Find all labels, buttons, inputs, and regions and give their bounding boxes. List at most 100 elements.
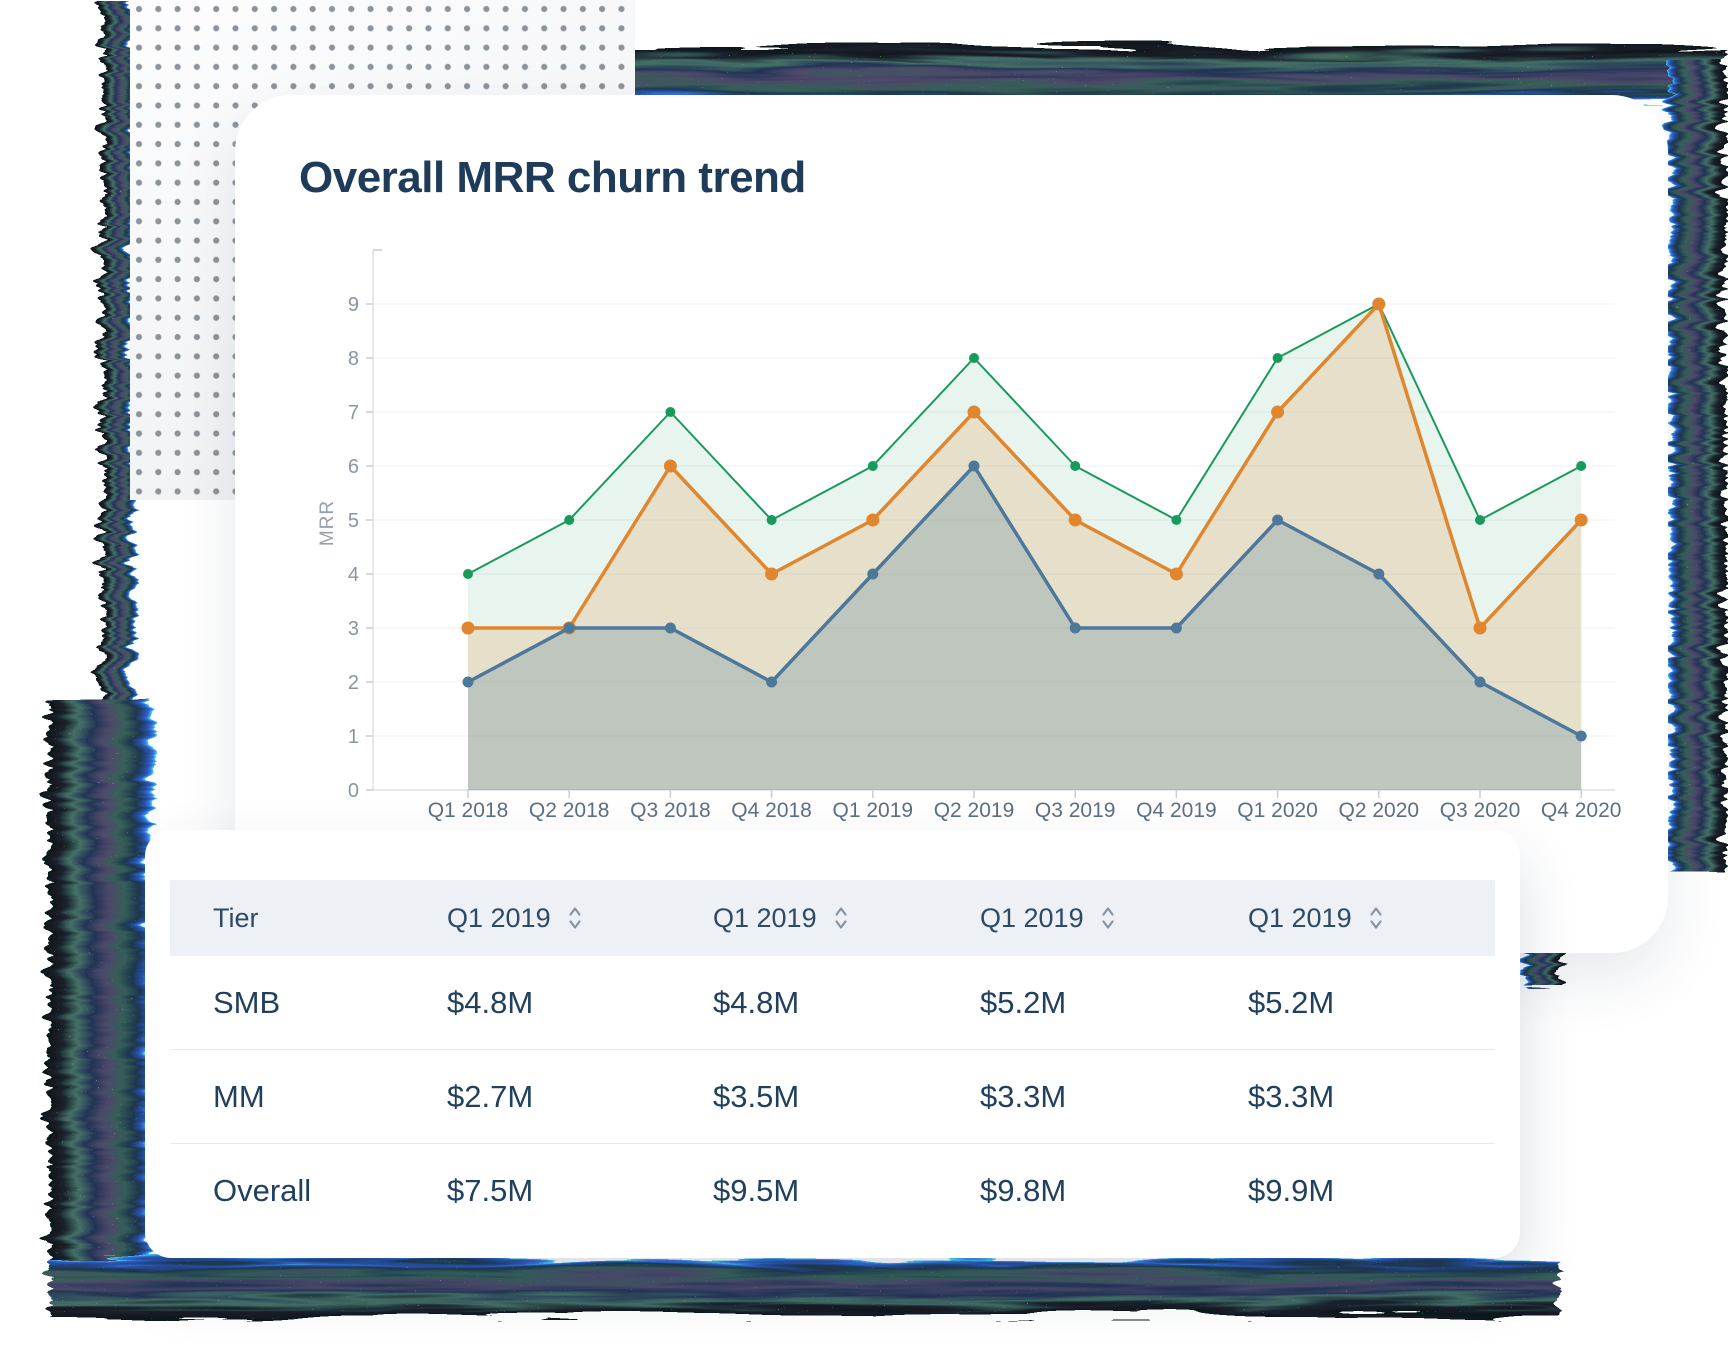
sort-button[interactable]: [1100, 903, 1116, 933]
orange-series-point: [1372, 297, 1386, 311]
x-tick-label: Q4 2020: [1541, 799, 1622, 822]
value-cell: $5.2M: [1248, 984, 1335, 1020]
green-series-point: [665, 407, 676, 417]
orange-series-point: [461, 621, 475, 635]
blue-series-point: [1069, 622, 1081, 634]
sort-chevrons-icon: [1369, 907, 1382, 929]
value-cell: $3.3M: [1248, 1078, 1335, 1114]
tier-label: MM: [213, 1078, 265, 1114]
orange-series-point: [765, 567, 779, 581]
y-tick-label: 1: [348, 726, 359, 748]
blue-series-point: [1575, 730, 1587, 742]
green-series-point: [766, 515, 777, 525]
column-header-label: Q1 2019: [1248, 902, 1352, 933]
glitch-band-right: [1664, 56, 1718, 866]
green-series-point: [1272, 353, 1283, 363]
orange-series-point: [1473, 621, 1487, 635]
orange-series-point: [1068, 513, 1082, 527]
orange-series-line: [466, 302, 1583, 630]
x-tick-label: Q2 2020: [1339, 799, 1420, 822]
green-series-point: [1576, 461, 1587, 471]
green-series-point: [867, 461, 878, 471]
tier-label: SMB: [213, 984, 281, 1020]
sort-button[interactable]: [833, 903, 849, 933]
x-tick-label: Q3 2020: [1440, 799, 1521, 822]
glitch-blob-left: [42, 695, 146, 1307]
column-header-label: Tier: [213, 902, 259, 933]
blue-series-point: [1272, 514, 1284, 526]
orange-series-point: [1271, 405, 1285, 419]
value-cell: $7.5M: [447, 1172, 534, 1208]
orange-series-point: [866, 513, 880, 527]
green-series-point: [463, 569, 473, 579]
x-tick-label: Q2 2018: [529, 799, 610, 822]
mrr-table-card: Tier Q1 2019 Q1 2019 Q1 2019: [145, 830, 1520, 1258]
green-series-point: [564, 515, 575, 525]
x-tick-label: Q1 2019: [833, 799, 914, 822]
column-header-q1-2019-a: Q1 2019: [404, 903, 670, 934]
y-axis-title: MRR: [317, 500, 338, 546]
green-series-point: [1475, 515, 1485, 525]
x-tick-label: Q3 2019: [1035, 799, 1116, 822]
sort-chevrons-icon: [1101, 907, 1114, 929]
blue-series-area: [468, 466, 1582, 790]
column-header-label: Q1 2019: [713, 902, 817, 933]
blue-series-point: [563, 622, 575, 634]
x-tick-label: Q4 2018: [731, 799, 812, 822]
x-tick-label: Q1 2018: [428, 799, 509, 822]
y-tick-label: 5: [348, 510, 359, 532]
chart-title: Overall MRR churn trend: [299, 153, 806, 202]
value-cell: $5.2M: [980, 984, 1067, 1020]
column-header-q1-2019-d: Q1 2019: [1205, 903, 1495, 934]
y-tick-label: 2: [348, 672, 359, 694]
orange-series-point: [967, 405, 981, 419]
column-header-q1-2019-b: Q1 2019: [670, 903, 937, 934]
orange-series-point: [663, 459, 677, 473]
orange-series-point: [1169, 567, 1183, 581]
y-tick-label: 7: [348, 402, 359, 424]
x-tick-label: Q3 2018: [630, 799, 711, 822]
y-tick-label: 0: [348, 780, 359, 802]
blue-series-point: [1170, 622, 1182, 634]
green-series-point: [969, 353, 979, 363]
y-tick-label: 4: [348, 564, 359, 586]
table-row-mm: MM $2.7M $3.5M $3.3M $3.3M: [170, 1050, 1495, 1144]
column-header-q1-2019-c: Q1 2019: [937, 903, 1205, 934]
mrr-churn-area-chart: 0 1 2 3 4 5 6 7 8 9 Q1 2018 Q2 2018 Q3 2018 Q4 2018 Q1…: [317, 249, 1622, 822]
blue-series-point: [1474, 676, 1486, 688]
sort-chevrons-icon: [834, 907, 847, 929]
y-tick-label: 8: [348, 348, 359, 370]
blue-series-point: [968, 460, 980, 472]
x-tick-label: Q1 2020: [1237, 799, 1318, 822]
orange-series-point: [1574, 513, 1588, 527]
column-header-label: Q1 2019: [447, 902, 551, 933]
chart-card: Overall MRR churn trend 0 1 2 3 4 5 6 7 8 9 Q1 201…: [235, 95, 1668, 953]
value-cell: $9.9M: [1248, 1172, 1335, 1208]
value-cell: $9.5M: [713, 1172, 800, 1208]
value-cell: $2.7M: [447, 1078, 534, 1114]
y-tick-label: 6: [348, 456, 359, 478]
green-series-line: [467, 303, 1583, 575]
y-tick-label: 9: [348, 294, 359, 316]
value-cell: $3.5M: [713, 1078, 800, 1114]
sort-button[interactable]: [1368, 903, 1384, 933]
glitch-band-bottom: [42, 1252, 1552, 1310]
blue-series-point: [1373, 568, 1385, 580]
table-row-smb: SMB $4.8M $4.8M $5.2M $5.2M: [170, 956, 1495, 1050]
blue-series-point: [462, 676, 474, 688]
table-row-overall: Overall $7.5M $9.5M $9.8M $9.9M: [170, 1144, 1495, 1237]
green-series-point: [1171, 515, 1182, 525]
sort-chevrons-icon: [568, 907, 581, 929]
blue-series-point: [867, 568, 879, 580]
x-tick-label: Q4 2019: [1136, 799, 1217, 822]
green-series-point: [1070, 461, 1081, 471]
mrr-table: Tier Q1 2019 Q1 2019 Q1 2019: [170, 880, 1495, 1237]
glitch-strip-left: [96, 0, 128, 775]
blue-series-point: [766, 676, 778, 688]
value-cell: $4.8M: [713, 984, 800, 1020]
blue-series-line: [466, 464, 1583, 738]
sort-button[interactable]: [567, 903, 583, 933]
y-tick-label: 3: [348, 618, 359, 640]
